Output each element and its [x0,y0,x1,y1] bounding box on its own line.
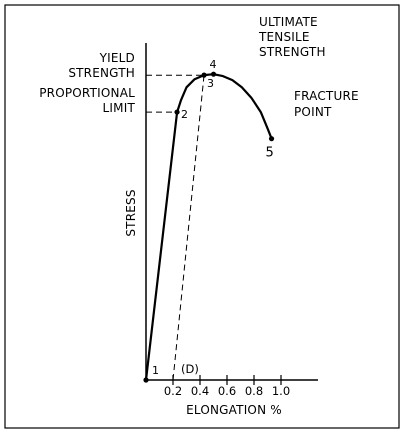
point-2-number: 2 [181,108,188,121]
x-tick-label-0: 0.2 [164,384,182,398]
point-5-marker [268,136,275,142]
ultimate-label-line3: STRENGTH [259,45,326,59]
point-5-number: 5 [266,146,274,161]
point-1-marker [143,377,149,383]
x-tick-label-1: 0.4 [191,384,209,398]
proportional-label-line1: PROPORTIONAL [39,86,135,100]
fracture-label-line2: POINT [294,105,332,119]
fracture-label-line1: FRACTURE [294,89,359,103]
point-2-marker [174,109,180,115]
x-axis-label: ELONGATION % [186,403,282,417]
ultimate-label-line1: ULTIMATE [259,15,318,29]
yield-label-line2: STRENGTH [68,66,135,80]
guide-lines [146,74,205,113]
offset-line [172,75,205,381]
figure-border [4,4,400,429]
offset-marker-label: (D) [181,362,199,376]
ultimate-label-line2: TENSILE [258,30,310,44]
yield-label-line1: YIELD [99,51,135,65]
point-3-marker [201,72,207,78]
point-1-number: 1 [152,364,159,377]
curve-group [144,73,273,381]
points-group: 1 2 3 4 5 [143,58,275,383]
proportional-label-line2: LIMIT [103,101,136,115]
x-tick-label-4: 1.0 [272,384,290,398]
point-4-number: 4 [210,58,217,71]
point-3-number: 3 [207,77,214,90]
point-4-marker [210,71,217,77]
series-line-0 [144,73,273,381]
y-axis-label: STRESS [124,189,138,236]
x-tick-label-3: 0.8 [245,384,263,398]
x-ticks: 0.2 0.4 0.6 0.8 1.0 [164,375,290,398]
x-tick-label-2: 0.6 [218,384,236,398]
